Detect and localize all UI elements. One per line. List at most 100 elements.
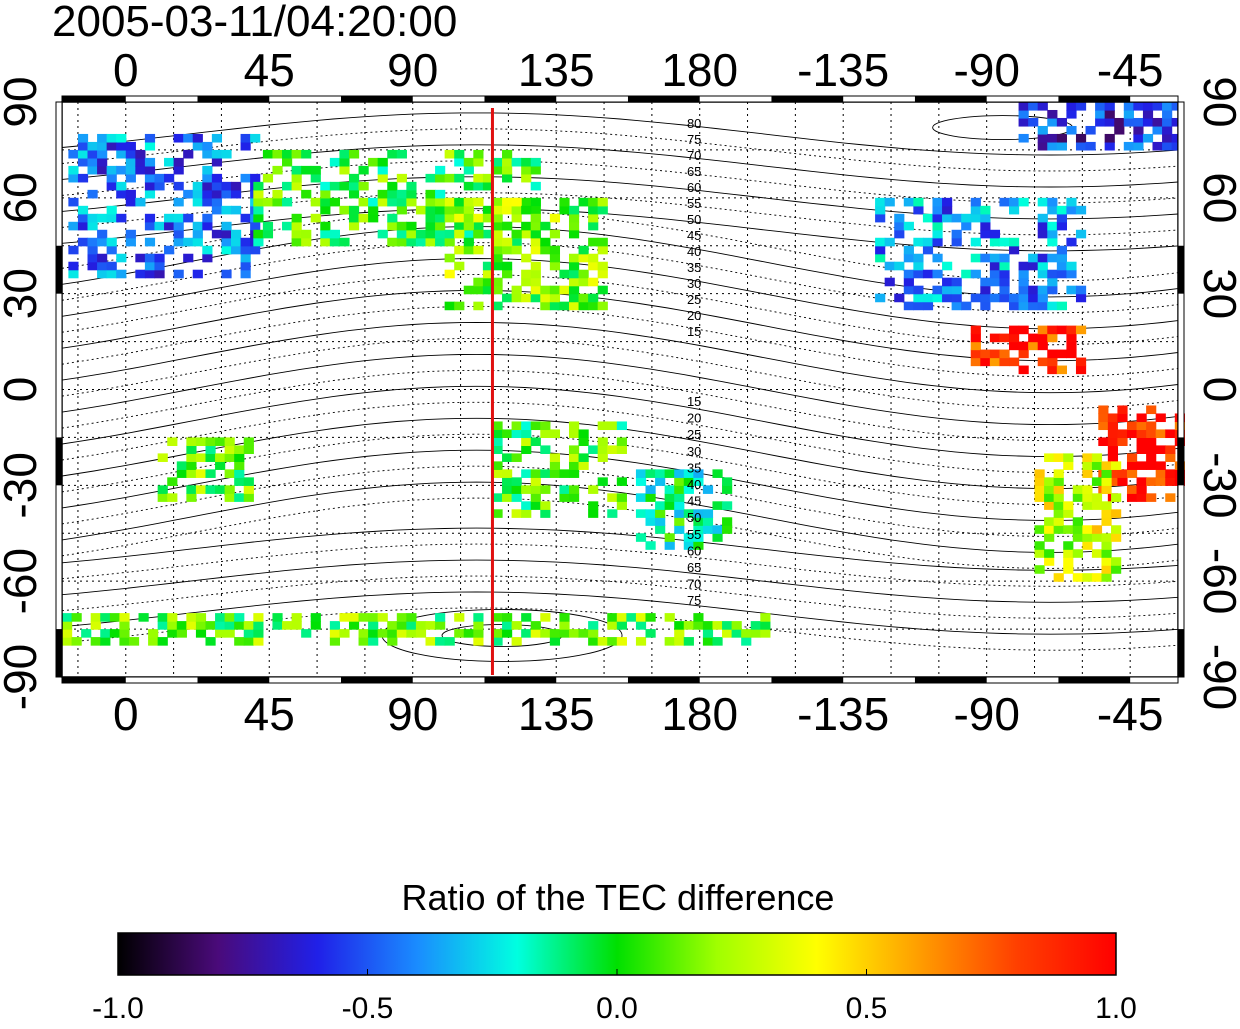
data-cell bbox=[970, 269, 981, 279]
data-cell bbox=[894, 213, 905, 223]
contour-label: 30 bbox=[687, 276, 701, 291]
data-cell bbox=[406, 181, 417, 191]
data-cell bbox=[540, 293, 551, 303]
data-cell bbox=[348, 613, 360, 622]
data-cell bbox=[87, 141, 98, 151]
data-cell bbox=[1152, 141, 1163, 151]
data-cell bbox=[492, 429, 503, 439]
data-cell bbox=[989, 349, 1001, 359]
data-cell bbox=[1101, 565, 1112, 574]
data-cell bbox=[1104, 141, 1115, 151]
data-cell bbox=[492, 637, 503, 646]
data-cell bbox=[243, 485, 254, 494]
data-cell bbox=[722, 517, 733, 526]
data-cell bbox=[588, 293, 599, 303]
axis-bar-segment bbox=[56, 437, 62, 486]
data-cell bbox=[1047, 141, 1058, 151]
data-cell bbox=[482, 277, 494, 287]
data-cell bbox=[406, 229, 417, 239]
data-cell bbox=[588, 621, 599, 630]
contours bbox=[61, 112, 1179, 662]
data-cell bbox=[425, 621, 436, 630]
data-cell bbox=[87, 213, 98, 223]
data-cell bbox=[521, 613, 532, 622]
data-cell bbox=[607, 621, 618, 630]
data-cell bbox=[693, 613, 704, 622]
data-cell bbox=[492, 221, 503, 231]
data-cell bbox=[186, 437, 197, 447]
data-cell bbox=[1117, 413, 1128, 423]
data-cell bbox=[125, 149, 136, 159]
data-cell bbox=[578, 197, 589, 207]
data-cell bbox=[473, 173, 484, 183]
data-cell bbox=[607, 613, 618, 622]
data-cell bbox=[549, 429, 561, 439]
data-cell bbox=[1018, 341, 1029, 351]
data-cell bbox=[1018, 197, 1029, 207]
data-cell bbox=[1066, 237, 1077, 247]
data-cell bbox=[1063, 509, 1074, 518]
data-cell bbox=[202, 213, 213, 223]
data-cell bbox=[205, 445, 216, 454]
contour-label: 70 bbox=[687, 148, 701, 163]
data-cell bbox=[97, 133, 108, 143]
data-cell bbox=[435, 237, 446, 247]
axis-bar-segment bbox=[1058, 96, 1131, 102]
data-cell bbox=[492, 301, 503, 311]
region-cells bbox=[1018, 102, 1182, 151]
data-cell bbox=[106, 269, 117, 279]
region-cells bbox=[635, 469, 733, 550]
data-cell bbox=[192, 229, 203, 239]
axis-bar-segment bbox=[914, 677, 987, 683]
data-cell bbox=[913, 261, 924, 271]
data-cell bbox=[999, 253, 1010, 263]
data-cell bbox=[482, 181, 494, 191]
region-cells bbox=[1034, 453, 1122, 582]
data-cell bbox=[913, 269, 924, 279]
data-cell bbox=[473, 637, 484, 646]
data-cell bbox=[989, 277, 1001, 287]
data-cell bbox=[1028, 102, 1039, 111]
data-cell bbox=[154, 253, 165, 263]
data-cell bbox=[310, 613, 321, 622]
data-cell bbox=[521, 501, 532, 510]
data-cells bbox=[62, 102, 1185, 646]
data-cell bbox=[1142, 109, 1154, 119]
data-cell bbox=[559, 621, 570, 630]
data-cell bbox=[674, 637, 685, 646]
data-cell bbox=[406, 197, 417, 207]
data-cell bbox=[1136, 421, 1147, 431]
data-cell bbox=[549, 245, 561, 255]
data-cell bbox=[377, 229, 388, 239]
data-cell bbox=[215, 461, 226, 470]
data-cell bbox=[1037, 229, 1048, 239]
data-cell bbox=[1066, 269, 1077, 279]
data-cell bbox=[588, 509, 599, 518]
data-cell bbox=[559, 493, 570, 502]
data-cell bbox=[1066, 349, 1077, 359]
data-cell bbox=[243, 637, 254, 646]
data-cell bbox=[116, 133, 127, 143]
data-cell bbox=[645, 517, 656, 526]
data-cell bbox=[463, 245, 474, 255]
data-cell bbox=[1053, 493, 1064, 502]
data-cell bbox=[1047, 229, 1058, 239]
data-cell bbox=[1152, 102, 1163, 111]
data-cell bbox=[1142, 117, 1154, 127]
y-tick-label-right: -30 bbox=[1194, 452, 1240, 518]
data-cell bbox=[683, 477, 694, 486]
data-cell bbox=[568, 229, 580, 239]
data-cell bbox=[1117, 429, 1128, 439]
data-cell bbox=[521, 509, 532, 518]
data-cell bbox=[1091, 525, 1103, 534]
data-cell bbox=[1152, 117, 1163, 127]
data-cell bbox=[1146, 493, 1157, 502]
data-cell bbox=[320, 197, 331, 207]
data-cell bbox=[674, 629, 685, 638]
data-cell bbox=[473, 629, 484, 638]
data-cell bbox=[348, 149, 360, 159]
data-cell bbox=[1044, 493, 1055, 502]
data-cell bbox=[942, 261, 953, 271]
data-cell bbox=[406, 613, 417, 622]
data-cell bbox=[1009, 301, 1020, 311]
